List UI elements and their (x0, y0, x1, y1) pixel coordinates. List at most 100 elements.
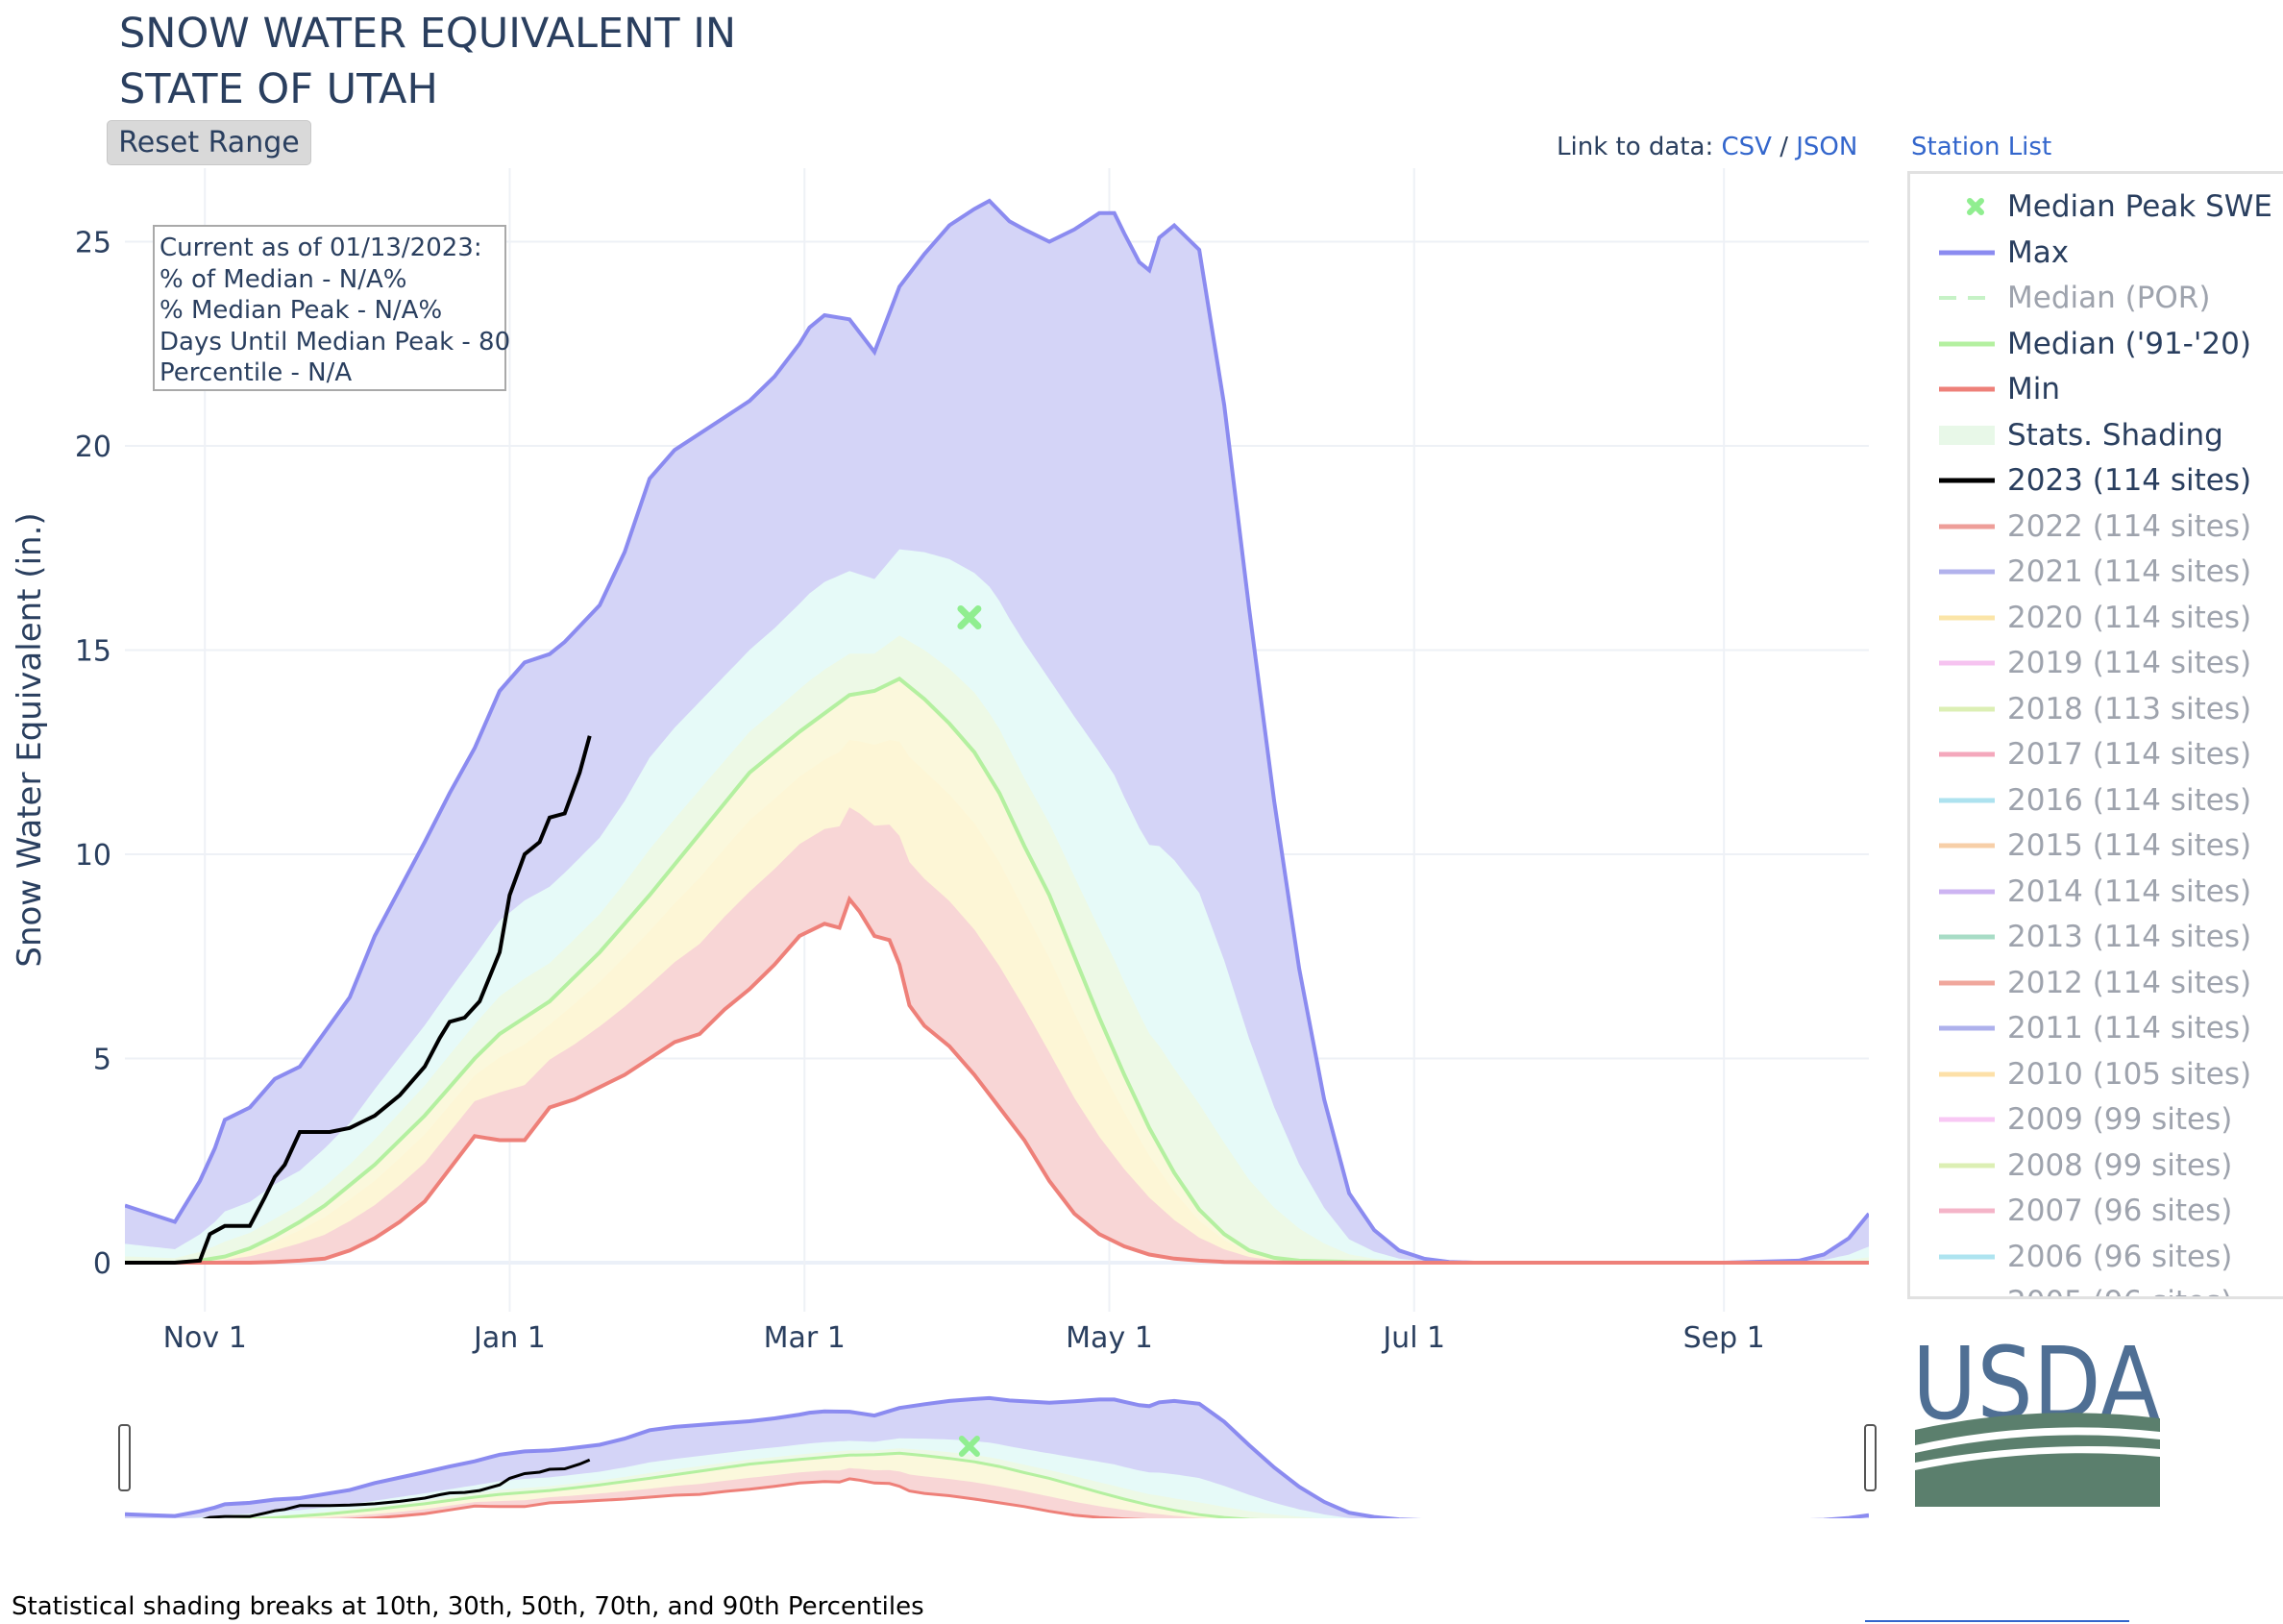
link-prefix: Link to data: (1557, 133, 1714, 161)
legend-item[interactable]: 2016 (114 sites) (1910, 779, 2283, 822)
legend-item[interactable]: Median (POR) (1910, 277, 2283, 319)
y-axis-label: Snow Water Equivalent (in.) (11, 512, 49, 967)
legend-label: 2023 (114 sites) (2007, 463, 2252, 498)
y-tick-label: 10 (75, 839, 111, 873)
swe-chart[interactable]: 0 5 10 15 20 25 Nov 1 Jan 1 Mar 1 May 1 Jul 1 Sep … (0, 0, 1883, 1576)
legend-label: 2021 (114 sites) (2007, 554, 2252, 589)
usda-logo: USDA (1912, 1326, 2160, 1507)
y-tick-label: 0 (93, 1247, 111, 1281)
legend-label: Median Peak SWE (2007, 189, 2272, 224)
legend-item[interactable]: 2010 (105 sites) (1910, 1053, 2283, 1095)
legend-label: Min (2007, 372, 2061, 406)
legend-item[interactable]: 2007 (96 sites) (1910, 1190, 2283, 1232)
legend-item[interactable]: Stats. Shading (1910, 414, 2283, 456)
band-min-10 (125, 807, 1869, 1263)
legend-label: Max (2007, 234, 2070, 270)
title-line-1: SNOW WATER EQUIVALENT IN (119, 10, 737, 58)
legend-item[interactable]: 2021 (114 sites) (1910, 551, 2283, 593)
current-year-line (125, 735, 592, 1265)
legend-swatch-icon (1939, 341, 1995, 346)
legend-swatch-icon (1939, 706, 1995, 711)
station-list-link[interactable]: Station List (1911, 133, 2052, 161)
legend-item[interactable]: 2014 (114 sites) (1910, 871, 2283, 913)
legend-item[interactable]: Median Peak SWE (1910, 185, 2283, 228)
legend-item[interactable]: 2020 (114 sites) (1910, 597, 2283, 639)
legend-item[interactable]: Max (1910, 232, 2283, 274)
stats-shading (125, 201, 1869, 1263)
legend[interactable]: Median Peak SWE Max Median (POR) Median ('9… (1907, 171, 2283, 1299)
legend-item[interactable]: 2013 (114 sites) (1910, 916, 2283, 958)
y-tick-label: 5 (93, 1044, 111, 1077)
legend-item[interactable]: 2022 (114 sites) (1910, 505, 2283, 548)
legend-swatch-icon (1939, 934, 1995, 940)
footer-link-underline (1865, 1620, 2129, 1622)
info-box: Current as of 01/13/2023: % of Median - … (153, 225, 510, 391)
info-line-5: Percentile - N/A (160, 358, 352, 387)
legend-label: 2006 (96 sites) (2007, 1239, 2233, 1274)
range-max-line (125, 1395, 1869, 1518)
chart-title: SNOW WATER EQUIVALENT IN STATE OF UTAH (119, 6, 736, 117)
legend-item[interactable]: 2018 (113 sites) (1910, 688, 2283, 730)
range-band (305, 1467, 1208, 1518)
legend-item[interactable]: 2012 (114 sites) (1910, 962, 2283, 1004)
legend-swatch-icon (1939, 296, 1995, 300)
legend-item[interactable]: 2011 (114 sites) (1910, 1007, 2283, 1049)
json-link[interactable]: JSON (1796, 133, 1858, 161)
legend-item[interactable]: Median ('91-'20) (1910, 323, 2283, 365)
legend-item[interactable]: 2006 (96 sites) (1910, 1236, 2283, 1278)
legend-swatch-icon (1939, 250, 1995, 255)
legend-swatch-icon (1939, 386, 1995, 392)
legend-swatch-icon (1939, 524, 1995, 529)
y-tick-label: 25 (75, 227, 111, 260)
range-handle-right[interactable] (1864, 1424, 1877, 1491)
range-median-line (232, 1451, 1261, 1518)
legend-swatch-icon (1939, 1071, 1995, 1076)
legend-item[interactable]: 2017 (114 sites) (1910, 733, 2283, 775)
legend-item[interactable]: 2023 (114 sites) (1910, 459, 2283, 502)
info-line-1: Current as of 01/13/2023: (160, 234, 482, 262)
x-tick-label: Jan 1 (472, 1321, 546, 1355)
y-tick-labels: 0 5 10 15 20 25 (75, 227, 111, 1282)
legend-label: 2005 (96 sites) (2007, 1283, 2232, 1296)
csv-link[interactable]: CSV (1721, 133, 1772, 161)
range-peak-marker (958, 1435, 980, 1457)
legend-swatch-icon (1939, 980, 1995, 985)
legend-label: 2011 (114 sites) (2007, 1011, 2252, 1046)
legend-item[interactable]: 2005 (96 sites) (1910, 1281, 2283, 1296)
legend-swatch-icon (1939, 751, 1995, 757)
legend-label: 2018 (113 sites) (2007, 691, 2252, 726)
y-tick-label: 15 (75, 635, 111, 669)
range-handle-left[interactable] (118, 1424, 131, 1491)
legend-label: 2009 (99 sites) (2007, 1102, 2233, 1137)
info-line-4: Days Until Median Peak - 80 (160, 328, 510, 357)
legend-item[interactable]: 2008 (99 sites) (1910, 1144, 2283, 1187)
legend-swatch-icon (1939, 615, 1995, 620)
median-line (125, 676, 1869, 1265)
legend-item[interactable]: 2015 (114 sites) (1910, 824, 2283, 867)
legend-label: 2017 (114 sites) (2007, 737, 2252, 772)
series-lines (125, 198, 1869, 1265)
legend-swatch-icon (1939, 1208, 1995, 1214)
footer-note: Statistical shading breaks at 10th, 30th… (12, 1592, 924, 1621)
legend-label: 2010 (105 sites) (2007, 1056, 2252, 1092)
legend-swatch-icon (1939, 478, 1995, 483)
legend-label: Median (POR) (2007, 281, 2211, 315)
legend-label: 2008 (99 sites) (2007, 1147, 2233, 1183)
range-slider[interactable] (125, 1393, 1869, 1523)
legend-label: 2007 (96 sites) (2007, 1193, 2233, 1228)
legend-item[interactable]: Min (1910, 368, 2283, 410)
info-line-2: % of Median - N/A% (160, 265, 406, 294)
range-current-line (202, 1458, 591, 1518)
reset-range-button[interactable]: Reset Range (107, 120, 311, 165)
legend-label: 2019 (114 sites) (2007, 646, 2252, 680)
info-line-3: % Median Peak - N/A% (160, 296, 442, 325)
legend-label: 2022 (114 sites) (2007, 508, 2252, 544)
range-min-line (339, 1477, 1147, 1518)
legend-item[interactable]: 2009 (99 sites) (1910, 1098, 2283, 1141)
legend-swatch-icon (1939, 1254, 1995, 1259)
legend-swatch-icon (1939, 425, 1995, 445)
min-line (125, 895, 1869, 1265)
legend-item[interactable]: 2019 (114 sites) (1910, 642, 2283, 684)
legend-swatch-icon (1939, 660, 1995, 666)
x-tick-label: Mar 1 (764, 1321, 846, 1355)
